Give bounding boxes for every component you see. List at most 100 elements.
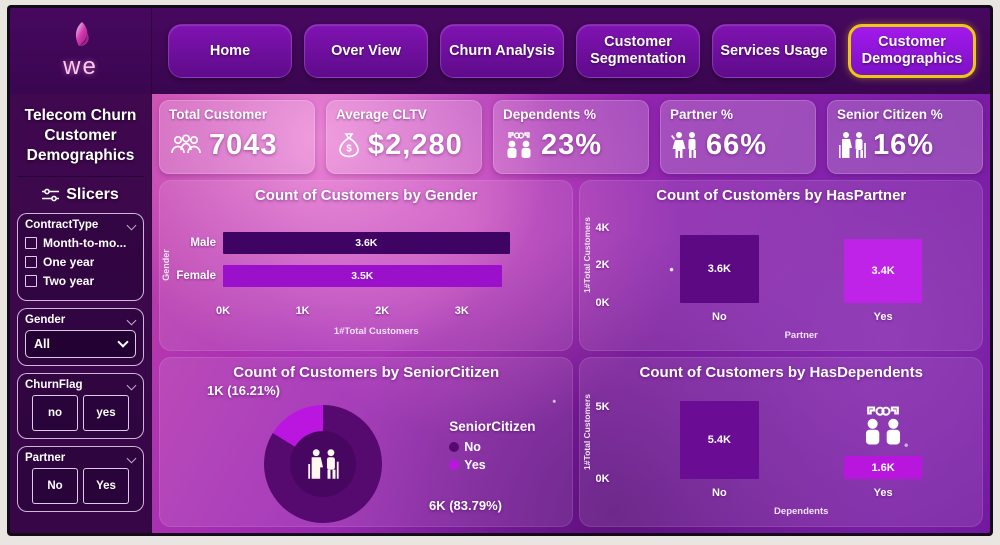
churnflag-yes-button[interactable]: yes bbox=[83, 395, 129, 432]
nav-home[interactable]: Home bbox=[168, 24, 292, 78]
column-cell: 1.6K bbox=[843, 399, 923, 479]
legend-label: Yes bbox=[464, 457, 486, 472]
svg-text:$: $ bbox=[346, 144, 352, 155]
x-axis-title: Dependents bbox=[774, 506, 829, 517]
bar-value-label: 1.6K bbox=[871, 461, 895, 474]
x-axis-labels: No Yes bbox=[637, 311, 965, 323]
report-canvas: Total Customer 7043 Average CLTV bbox=[152, 94, 990, 533]
bar-track: 3.5K bbox=[223, 264, 529, 287]
x-axis-labels: No Yes bbox=[637, 487, 965, 499]
y-axis-ticks: 0K 2K 4K bbox=[595, 221, 631, 309]
bar-value-label: 3.4K bbox=[871, 264, 895, 277]
slicers-header: Slicers bbox=[17, 184, 144, 206]
option-month-to-month[interactable]: Month-to-mo... bbox=[25, 236, 136, 250]
partner-no-button[interactable]: No bbox=[32, 468, 78, 505]
x-axis-title: 1#Total Customers bbox=[333, 325, 419, 337]
senior-couple-icon bbox=[837, 131, 867, 159]
bar-yes[interactable]: 3.4K bbox=[843, 238, 923, 303]
bar-value-label: 5.4K bbox=[707, 434, 731, 447]
x-axis-ticks: 0K 1K 2K 3K bbox=[216, 304, 529, 319]
legend: SeniorCitizen No Yes bbox=[449, 419, 535, 476]
donut-ring[interactable] bbox=[264, 404, 382, 523]
churnflag-no-button[interactable]: no bbox=[32, 395, 78, 432]
x-axis-tick: 1K bbox=[295, 304, 310, 317]
column-cell: 5.4K bbox=[680, 399, 759, 479]
bar-female[interactable]: 3.5K bbox=[223, 264, 502, 287]
category-label: Male bbox=[190, 236, 216, 249]
dropdown-value: All bbox=[34, 337, 50, 352]
bar-yes[interactable]: 1.6K bbox=[843, 456, 923, 479]
column-cell: 3.6K bbox=[680, 222, 759, 303]
gender-dropdown[interactable]: All bbox=[25, 330, 136, 359]
slicer-title: Partner bbox=[25, 452, 66, 465]
bar-male[interactable]: 3.6K bbox=[223, 231, 510, 254]
kpi-dependents-pct: Dependents % 23% bbox=[493, 100, 649, 174]
chart-title: Count of Customers by Gender bbox=[254, 187, 478, 204]
brand-logo: we bbox=[10, 8, 152, 94]
money-bag-icon: $ bbox=[336, 132, 362, 158]
bar-no[interactable]: 5.4K bbox=[680, 401, 759, 479]
nav-churn-analysis[interactable]: Churn Analysis bbox=[440, 24, 564, 78]
legend-dot bbox=[449, 441, 460, 452]
slicer-churn-flag: ChurnFlag no yes bbox=[17, 373, 144, 440]
y-axis-ticks: 0K 5K bbox=[595, 399, 631, 485]
bar-value-label: 3.6K bbox=[355, 236, 378, 249]
legend-title: SeniorCitizen bbox=[449, 418, 536, 434]
bar-row: Male 3.6K bbox=[175, 231, 529, 254]
column-cell: 3.4K bbox=[843, 222, 923, 303]
x-axis-label: Yes bbox=[873, 487, 893, 499]
sliders-icon bbox=[42, 189, 60, 202]
legend-item-yes[interactable]: Yes bbox=[449, 458, 535, 472]
kpi-total-customer: Total Customer 7043 bbox=[159, 100, 315, 174]
bar-value-label: 3.6K bbox=[707, 262, 731, 275]
charts-grid: Count of Customers by Gender Gender Male… bbox=[159, 180, 983, 527]
dependents-icon bbox=[503, 131, 535, 159]
plot-area: 5.4K 1.6K bbox=[637, 399, 965, 479]
option-two-year[interactable]: Two year bbox=[25, 274, 136, 288]
checkbox-icon[interactable] bbox=[25, 256, 37, 269]
partner-couple-icon bbox=[670, 131, 700, 159]
legend-item-no[interactable]: No bbox=[449, 440, 535, 454]
chart-title: Count of Customers by SeniorCitizen bbox=[233, 363, 500, 381]
x-axis-label: Yes bbox=[873, 310, 893, 323]
x-axis-tick: 3K bbox=[454, 304, 469, 317]
checkbox-icon[interactable] bbox=[25, 237, 37, 250]
y-axis-tick: 4K bbox=[595, 221, 610, 234]
y-axis-tick: 2K bbox=[595, 259, 610, 272]
dependents-icon bbox=[859, 406, 907, 451]
sidebar: Telecom Churn Customer Demographics Slic… bbox=[10, 94, 152, 533]
y-axis-tick: 0K bbox=[595, 473, 610, 485]
chart-has-dependents: Count of Customers by HasDependents 1#To… bbox=[579, 356, 983, 527]
y-axis-title: 1#Total Customers bbox=[582, 393, 593, 470]
checkbox-icon[interactable] bbox=[25, 275, 37, 288]
x-axis-title: Partner bbox=[784, 329, 818, 341]
we-flame-icon bbox=[75, 22, 89, 46]
plot-area: Male 3.6K Female 3.5K bbox=[175, 226, 529, 293]
nav-overview[interactable]: Over View bbox=[304, 24, 428, 78]
slicer-gender: Gender All bbox=[17, 308, 144, 367]
bar-no[interactable]: 3.6K bbox=[680, 235, 759, 303]
plot-area: 3.6K 3.4K bbox=[637, 222, 965, 303]
kpi-senior-citizen-pct: Senior Citizen % 16% bbox=[827, 100, 983, 174]
nav-customer-demographics[interactable]: Customer Demographics bbox=[848, 24, 976, 78]
chart-title: Count of Customers by HasDependents bbox=[639, 363, 923, 381]
top-nav-bar: we Home Over View Churn Analysis Custome… bbox=[10, 8, 990, 94]
option-one-year[interactable]: One year bbox=[25, 255, 136, 269]
x-axis-tick: 2K bbox=[375, 304, 390, 317]
nav-buttons: Home Over View Churn Analysis Customer S… bbox=[152, 8, 990, 94]
slicers-header-label: Slicers bbox=[66, 186, 119, 204]
kpi-average-cltv: Average CLTV $ $2,280 bbox=[326, 100, 482, 174]
chart-has-partner: Count of Customers by HasPartner 1#Total… bbox=[579, 180, 983, 351]
y-axis-tick: 0K bbox=[595, 296, 610, 309]
y-axis-tick: 5K bbox=[595, 401, 610, 414]
dashboard: we Home Over View Churn Analysis Custome… bbox=[10, 8, 990, 533]
slicer-partner: Partner No Yes bbox=[17, 446, 144, 513]
y-axis-title: 1#Total Customers bbox=[582, 217, 593, 293]
x-axis-tick: 0K bbox=[215, 304, 231, 317]
partner-yes-button[interactable]: Yes bbox=[83, 468, 129, 505]
nav-services-usage[interactable]: Services Usage bbox=[712, 24, 836, 78]
kpi-row: Total Customer 7043 Average CLTV bbox=[159, 100, 983, 174]
logo-text: we bbox=[63, 53, 98, 80]
nav-customer-segmentation[interactable]: Customer Segmentation bbox=[576, 24, 700, 78]
donut-label-no: 6K (83.79%) bbox=[429, 497, 502, 513]
